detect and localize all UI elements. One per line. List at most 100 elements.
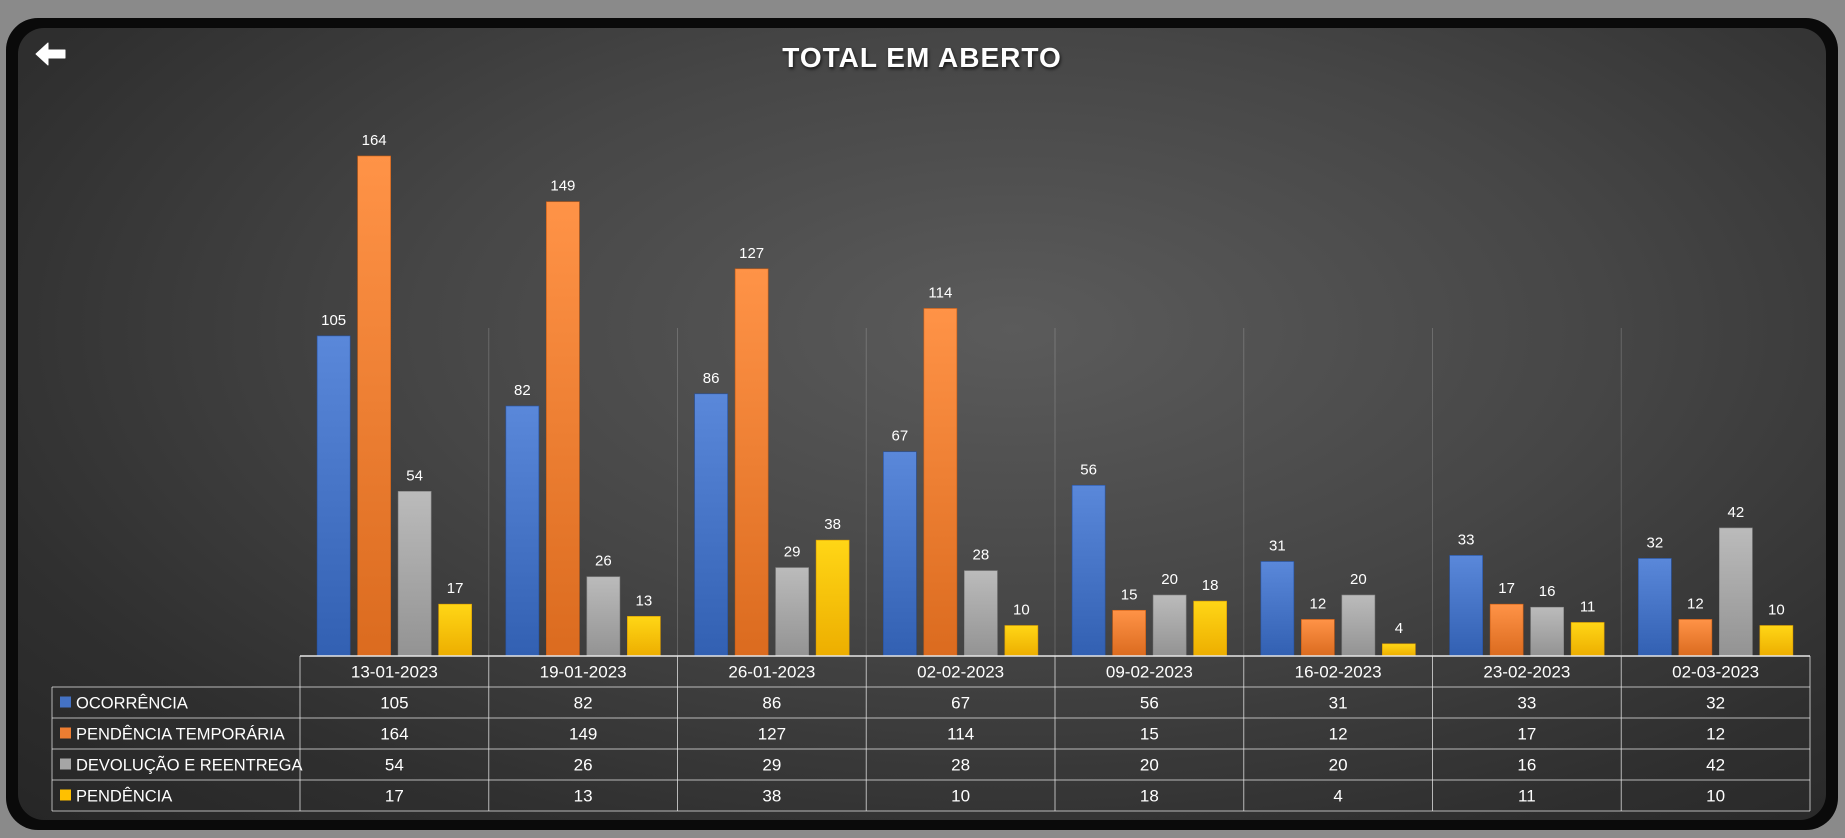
table-cell: 4 <box>1333 787 1342 806</box>
bar <box>1341 594 1376 657</box>
legend-swatch <box>60 758 71 770</box>
bar <box>1260 561 1295 657</box>
data-label: 17 <box>1498 580 1515 597</box>
bar <box>316 335 351 657</box>
bar <box>1489 603 1524 657</box>
chart-title: TOTAL EM ABERTO <box>782 42 1062 73</box>
table-cell: 28 <box>951 756 970 775</box>
table-cell: 17 <box>1517 725 1536 744</box>
bar <box>586 576 621 657</box>
bar <box>1719 527 1753 657</box>
data-label: 32 <box>1647 534 1664 551</box>
data-label: 4 <box>1395 620 1403 637</box>
bar <box>1530 606 1564 657</box>
data-label: 10 <box>1013 602 1030 619</box>
table-cell: 164 <box>380 725 408 744</box>
data-label: 33 <box>1458 531 1475 548</box>
data-label: 11 <box>1580 598 1596 615</box>
bar <box>546 201 580 657</box>
bar <box>1382 643 1416 657</box>
table-cell: 54 <box>385 756 404 775</box>
category-label: 13-01-2023 <box>351 663 438 682</box>
table-cell: 15 <box>1140 725 1159 744</box>
table-cell: 82 <box>574 694 593 713</box>
table-cell: 86 <box>762 694 781 713</box>
bar <box>627 616 661 657</box>
bar <box>775 567 809 657</box>
bar <box>964 570 998 657</box>
category-label: 23-02-2023 <box>1483 663 1570 682</box>
bar <box>1678 619 1713 657</box>
data-label: 31 <box>1269 537 1286 554</box>
table-cell: 16 <box>1517 756 1536 775</box>
bar <box>883 451 917 657</box>
table-cell: 127 <box>758 725 786 744</box>
table-cell: 20 <box>1329 756 1348 775</box>
arrow-left-icon <box>35 42 66 66</box>
bar <box>923 308 958 657</box>
bar <box>1449 555 1483 657</box>
bar <box>1004 625 1039 657</box>
data-label: 67 <box>892 428 909 445</box>
bar <box>1193 600 1227 657</box>
legend-swatch <box>60 727 71 739</box>
bar <box>1112 609 1146 657</box>
legend-label: OCORRÊNCIA <box>76 694 188 713</box>
data-label: 164 <box>362 132 387 149</box>
table-cell: 32 <box>1706 694 1725 713</box>
data-label: 127 <box>739 245 764 262</box>
table-cell: 114 <box>947 725 974 744</box>
back-button[interactable] <box>34 40 68 68</box>
table-cell: 10 <box>951 787 970 806</box>
data-label: 56 <box>1080 461 1097 478</box>
category-label: 26-01-2023 <box>728 663 815 682</box>
legend-label: PENDÊNCIA <box>76 787 172 806</box>
bar-chart: 1051645417821492613861272938671142810561… <box>51 132 1811 812</box>
data-label: 28 <box>973 547 990 564</box>
data-label: 54 <box>406 467 423 484</box>
data-label: 20 <box>1161 571 1178 588</box>
table-cell: 26 <box>574 756 593 775</box>
table-cell: 12 <box>1706 725 1725 744</box>
table-cell: 11 <box>1518 787 1536 806</box>
table-cell: 33 <box>1517 694 1536 713</box>
data-label: 12 <box>1687 595 1704 612</box>
table-cell: 149 <box>569 725 597 744</box>
data-label: 105 <box>321 312 346 329</box>
window-frame: TOTAL EM ABERTO 105 164 54 17 82 149 26 13 86 127… <box>6 18 1838 830</box>
data-label: 149 <box>550 178 575 195</box>
table-cell: 56 <box>1140 694 1159 713</box>
data-label: 13 <box>636 592 653 609</box>
table-cell: 105 <box>380 694 408 713</box>
bar <box>1301 619 1335 657</box>
bar <box>397 491 432 657</box>
bar <box>1759 625 1794 657</box>
data-label: 29 <box>784 544 801 561</box>
bar <box>1570 622 1605 657</box>
table-cell: 20 <box>1140 756 1159 775</box>
legend-swatch <box>60 696 71 708</box>
legend-label: PENDÊNCIA TEMPORÁRIA <box>76 725 285 744</box>
table-cell: 18 <box>1140 787 1159 806</box>
data-label: 38 <box>824 516 841 533</box>
data-label: 42 <box>1728 504 1745 521</box>
category-label: 09-02-2023 <box>1106 663 1193 682</box>
table-cell: 12 <box>1329 725 1348 744</box>
bar <box>694 393 728 657</box>
data-label: 26 <box>595 553 612 570</box>
data-label: 16 <box>1539 583 1556 600</box>
data-label: 20 <box>1350 571 1367 588</box>
data-label: 17 <box>447 580 464 597</box>
bar <box>734 268 769 657</box>
data-label: 114 <box>928 284 952 301</box>
data-label: 18 <box>1202 577 1219 594</box>
table-cell: 17 <box>385 787 404 806</box>
legend-label: DEVOLUÇÃO E REENTREGA <box>76 755 302 775</box>
table-cell: 38 <box>762 787 781 806</box>
data-label: 82 <box>514 382 531 399</box>
table-cell: 67 <box>951 694 970 713</box>
category-label: 16-02-2023 <box>1295 663 1382 682</box>
data-label: 10 <box>1768 602 1785 619</box>
table-cell: 13 <box>574 787 593 806</box>
category-label: 19-01-2023 <box>540 663 627 682</box>
